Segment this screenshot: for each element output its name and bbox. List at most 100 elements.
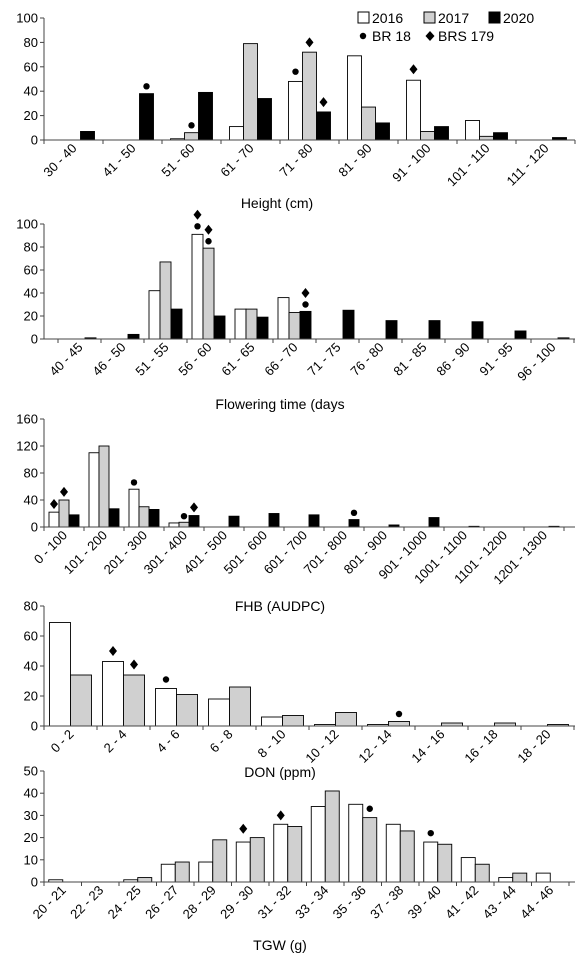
bar-2017-12	[512, 872, 528, 883]
bar-2017-4	[245, 308, 258, 340]
bar-2020-5	[375, 122, 390, 141]
marker-br18	[143, 83, 150, 90]
bar-2017-1	[98, 445, 110, 528]
bar-2020-3	[188, 515, 200, 528]
x-tick-label: 66 - 70	[261, 340, 300, 379]
y-tick-label: 20	[24, 689, 38, 704]
marker-br18	[366, 805, 373, 812]
bar-2017-3	[174, 861, 190, 883]
bar-2016-4	[288, 80, 303, 141]
bar-2020-9	[471, 321, 484, 340]
bar-2017-5	[335, 712, 357, 727]
x-tick-label: 30 - 40	[40, 141, 79, 180]
marker-brs179	[60, 486, 68, 497]
bar-2020-9	[428, 517, 440, 528]
marker-brs179	[50, 499, 58, 510]
marker-br18	[205, 238, 212, 245]
bar-2016-5	[235, 841, 251, 883]
x-tick-label: 71 - 80	[276, 141, 315, 180]
y-tick-label: 100	[16, 11, 38, 26]
marker-brs179	[190, 502, 198, 513]
marker-brs179	[193, 209, 202, 220]
y-tick-label: 0	[31, 133, 38, 148]
bar-2020-0	[68, 514, 80, 528]
bar-2020-10	[514, 330, 527, 340]
x-tick-label: 86 - 90	[433, 340, 472, 379]
x-tick-label: 111 - 120	[504, 141, 552, 189]
bar-2017-11	[474, 863, 490, 883]
bar-2020-4	[256, 316, 269, 340]
bar-2020-3	[213, 315, 226, 340]
marker-brs179	[319, 97, 328, 108]
x-tick-label: 81 - 85	[390, 340, 429, 379]
bar-2017-9	[399, 830, 415, 883]
x-tick-label: 33 - 34	[292, 883, 331, 922]
marker-br18	[292, 68, 299, 75]
x-tick-label: 44 - 46	[517, 883, 556, 922]
y-tick-label: 80	[24, 466, 38, 481]
y-tick-label: 50	[24, 764, 38, 779]
x-tick-label: 101 - 110	[444, 141, 493, 190]
x-axis-title: Flowering time (days	[215, 396, 344, 412]
x-tick-label: 61 - 70	[217, 141, 256, 180]
bar-2016-2	[148, 290, 161, 340]
x-tick-label: 18 - 20	[514, 727, 553, 766]
bar-2020-2	[198, 91, 213, 141]
marker-br18	[302, 301, 309, 308]
marker-brs179	[204, 224, 213, 235]
bar-2017-0	[70, 674, 92, 727]
y-tick-label: 0	[31, 520, 38, 535]
bar-2016-6	[273, 823, 289, 883]
y-tick-label: 80	[24, 599, 38, 614]
y-tick-label: 30	[24, 808, 38, 823]
bar-2016-4	[261, 716, 283, 727]
bar-2017-10	[437, 843, 453, 883]
y-tick-label: 0	[31, 332, 38, 347]
x-tick-label: 12 - 14	[355, 727, 394, 766]
bar-2020-1	[139, 93, 154, 141]
bar-2017-3	[178, 521, 190, 528]
bar-2016-11	[460, 857, 476, 883]
bar-2020-6	[434, 126, 449, 141]
bar-2016-2	[155, 688, 177, 727]
x-tick-label: 46 - 50	[89, 340, 128, 379]
bar-2016-12	[498, 877, 514, 883]
bar-2016-7	[310, 806, 326, 883]
y-tick-label: 80	[24, 240, 38, 255]
marker-br18	[180, 513, 188, 520]
x-tick-label: 4 - 6	[154, 727, 183, 756]
y-tick-label: 60	[24, 59, 38, 74]
bar-2017-5	[288, 312, 301, 340]
y-tick-label: 40	[24, 659, 38, 674]
bar-2020-4	[228, 515, 240, 528]
bar-2017-4	[212, 839, 228, 883]
x-tick-label: 91 - 100	[389, 141, 433, 185]
x-tick-label: 61 - 65	[218, 340, 257, 379]
x-tick-label: 71 - 75	[304, 340, 343, 379]
bar-2017-2	[137, 877, 153, 883]
bar-2017-4	[302, 51, 317, 141]
marker-br18	[395, 710, 403, 718]
bar-2020-4	[316, 111, 331, 141]
legend-marker-diamond	[425, 31, 435, 41]
bar-2020-7	[385, 320, 398, 340]
legend-label-brs179: BRS 179	[438, 28, 494, 44]
y-tick-label: 40	[24, 84, 38, 99]
marker-brs179	[239, 823, 248, 834]
bar-2016-3	[168, 522, 180, 528]
bar-2017-3	[202, 247, 215, 340]
legend: 2016 2017 2020 BR 18 BRS 179	[357, 10, 534, 44]
y-tick-label: 0	[31, 719, 38, 734]
bar-2016-5	[277, 297, 290, 340]
x-tick-label: 10 - 12	[302, 727, 341, 766]
bar-2016-3	[191, 233, 204, 340]
bar-2017-6	[420, 131, 435, 141]
legend-swatch-2020	[488, 11, 501, 24]
bar-2017-2	[176, 694, 198, 727]
bar-2017-6	[388, 721, 410, 727]
bar-2017-8	[362, 817, 378, 883]
y-tick-label: 0	[31, 875, 38, 890]
bar-2016-4	[234, 308, 247, 340]
legend-swatch-2017	[423, 11, 436, 24]
